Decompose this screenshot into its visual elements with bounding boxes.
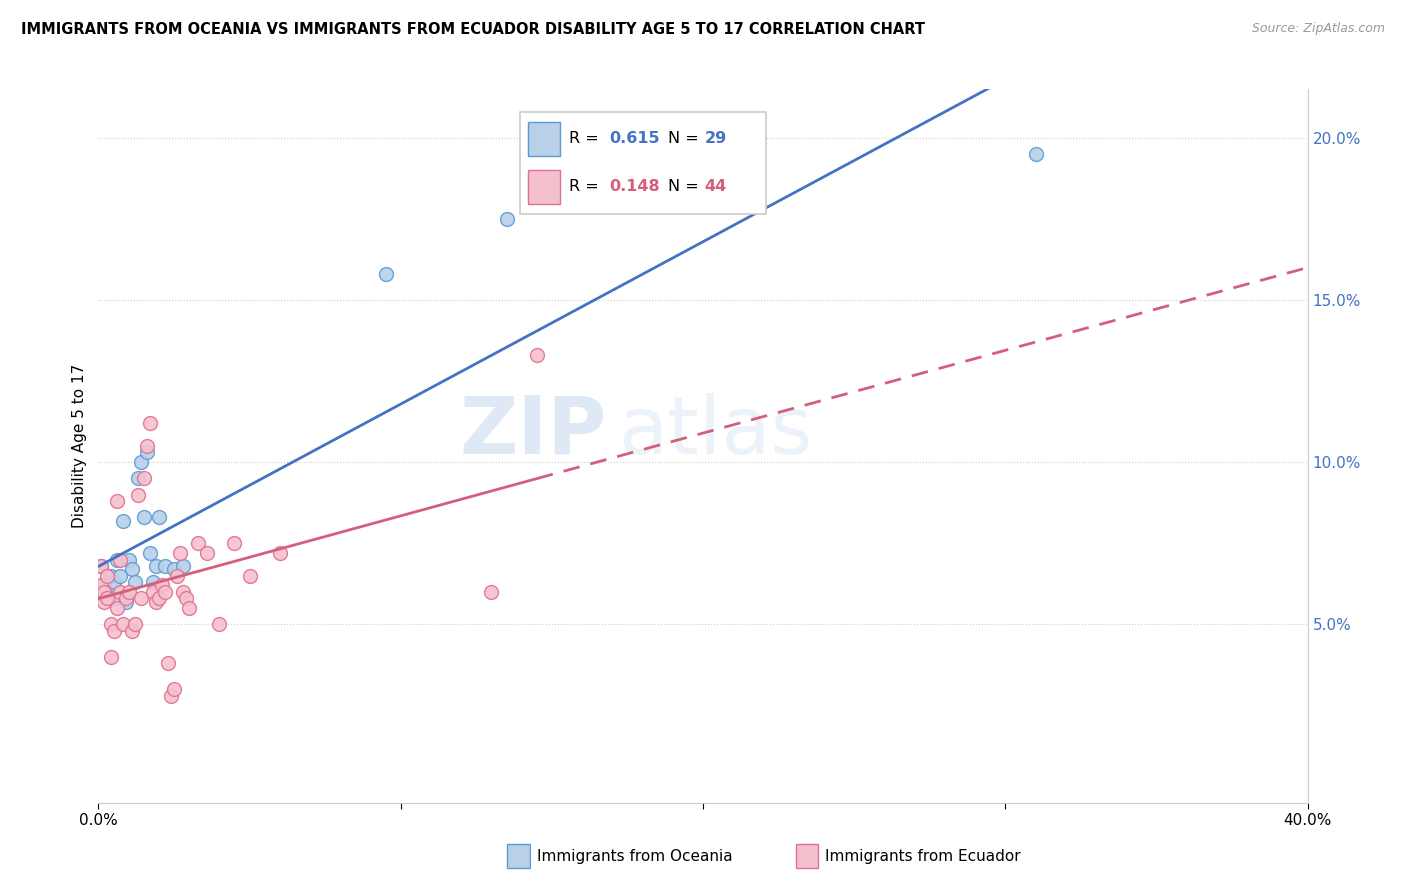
Text: Immigrants from Ecuador: Immigrants from Ecuador <box>825 849 1021 863</box>
Text: 0.615: 0.615 <box>609 131 659 146</box>
Point <box>118 585 141 599</box>
Text: N =: N = <box>668 179 704 194</box>
Point <box>148 591 170 606</box>
Point <box>195 546 218 560</box>
Point <box>127 471 149 485</box>
Point <box>111 617 134 632</box>
Point <box>121 562 143 576</box>
Bar <box>527 170 560 204</box>
Bar <box>527 122 560 155</box>
Point <box>139 417 162 431</box>
Text: 29: 29 <box>704 131 727 146</box>
Point <box>129 591 152 606</box>
Point <box>105 494 128 508</box>
Point <box>1024 147 1046 161</box>
Point <box>374 267 396 281</box>
Point <box>148 510 170 524</box>
Point <box>132 471 155 485</box>
Point <box>187 536 209 550</box>
Point <box>108 552 131 566</box>
Point <box>100 649 122 664</box>
Text: R =: R = <box>569 179 605 194</box>
Text: Immigrants from Oceania: Immigrants from Oceania <box>537 849 733 863</box>
Point <box>145 595 167 609</box>
Point <box>96 568 118 582</box>
Point <box>156 657 179 671</box>
Text: ZIP: ZIP <box>458 392 606 471</box>
Point <box>105 552 128 566</box>
Point <box>124 575 146 590</box>
Text: 44: 44 <box>704 179 727 194</box>
Point <box>90 559 112 574</box>
Point <box>121 624 143 638</box>
Point <box>495 211 517 226</box>
Point <box>127 488 149 502</box>
Point <box>269 546 291 560</box>
Point <box>172 559 194 574</box>
Text: 0.148: 0.148 <box>609 179 659 194</box>
Point <box>135 439 157 453</box>
Point <box>100 617 122 632</box>
Point <box>103 575 125 590</box>
Point <box>139 546 162 560</box>
Point <box>481 585 503 599</box>
Point <box>160 689 183 703</box>
Point <box>114 595 136 609</box>
Point <box>100 568 122 582</box>
Point <box>90 559 112 574</box>
Point <box>114 591 136 606</box>
Text: atlas: atlas <box>619 392 813 471</box>
Point <box>174 591 197 606</box>
Point <box>208 617 231 632</box>
Text: N =: N = <box>668 131 704 146</box>
Point <box>129 455 152 469</box>
Text: IMMIGRANTS FROM OCEANIA VS IMMIGRANTS FROM ECUADOR DISABILITY AGE 5 TO 17 CORREL: IMMIGRANTS FROM OCEANIA VS IMMIGRANTS FR… <box>21 22 925 37</box>
Point <box>105 601 128 615</box>
Point <box>135 445 157 459</box>
Point <box>118 552 141 566</box>
Text: R =: R = <box>569 131 605 146</box>
Point <box>93 585 115 599</box>
Point <box>163 682 186 697</box>
Point <box>103 624 125 638</box>
Point <box>239 568 262 582</box>
Point <box>90 578 112 592</box>
Point <box>96 585 118 599</box>
Point <box>179 601 201 615</box>
Point <box>145 559 167 574</box>
Point <box>163 562 186 576</box>
Point <box>93 595 115 609</box>
Point <box>526 348 548 362</box>
Point <box>93 578 115 592</box>
FancyBboxPatch shape <box>520 112 766 214</box>
Point <box>111 514 134 528</box>
Point <box>153 585 176 599</box>
Y-axis label: Disability Age 5 to 17: Disability Age 5 to 17 <box>72 364 87 528</box>
Text: Source: ZipAtlas.com: Source: ZipAtlas.com <box>1251 22 1385 36</box>
Point <box>166 568 188 582</box>
Point <box>224 536 246 550</box>
Point <box>172 585 194 599</box>
Point <box>153 559 176 574</box>
Point <box>108 585 131 599</box>
Point <box>150 578 173 592</box>
Point <box>169 546 191 560</box>
Point <box>108 568 131 582</box>
Point <box>96 591 118 606</box>
Point <box>142 585 165 599</box>
Point <box>103 591 125 606</box>
Point <box>142 575 165 590</box>
Point <box>132 510 155 524</box>
Point <box>124 617 146 632</box>
